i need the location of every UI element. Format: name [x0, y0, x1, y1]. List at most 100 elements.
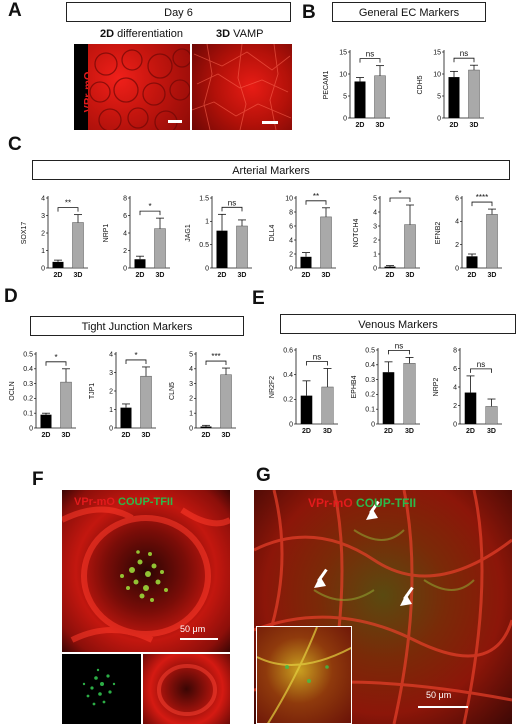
- bar-2d: [448, 77, 460, 118]
- panel-b-title: General EC Markers: [332, 2, 486, 22]
- x-tick-label: 2D: [136, 272, 145, 279]
- panel-letter-d: D: [4, 286, 18, 307]
- y-tick-label: 3: [373, 223, 377, 230]
- significance-bracket: [389, 197, 411, 202]
- x-tick-label: 3D: [62, 432, 71, 439]
- micrograph-f-green: [62, 654, 141, 724]
- y-axis-label: PECAM1: [323, 71, 330, 100]
- bar-3d: [486, 214, 498, 269]
- y-tick-label: 3: [41, 213, 45, 220]
- x-tick-label: 3D: [222, 432, 231, 439]
- y-tick-label: 10: [339, 71, 347, 78]
- y-tick-label: 0.2: [283, 397, 293, 404]
- y-tick-label: 0: [189, 425, 193, 432]
- y-tick-label: 2: [289, 251, 293, 258]
- y-tick-label: 6: [289, 223, 293, 230]
- significance-label: ns: [395, 341, 403, 350]
- scale-bar-3d: [262, 121, 278, 124]
- y-tick-label: 0: [205, 265, 209, 272]
- significance-label: *: [148, 202, 151, 211]
- significance-label: *: [134, 351, 137, 360]
- chart-nr2f2: NR2F2 0 0.2 0.4 0.6 2D 3D ns: [269, 347, 338, 435]
- y-tick-label: 4: [453, 384, 457, 391]
- bar-3d: [320, 216, 332, 269]
- panel-letter-e: E: [252, 288, 265, 309]
- bar-2d: [464, 392, 477, 424]
- bar-3d: [374, 75, 386, 119]
- bar-3d: [485, 406, 498, 425]
- x-tick-label: 2D: [122, 432, 131, 439]
- y-tick-label: 0.5: [23, 351, 33, 358]
- x-tick-label: 2D: [386, 272, 395, 279]
- bar-2d: [200, 426, 212, 428]
- y-tick-label: 15: [433, 49, 441, 56]
- significance-label: ns: [228, 198, 236, 207]
- micrograph-2d: [88, 44, 190, 130]
- x-tick-label: 2D: [384, 428, 393, 435]
- y-tick-label: 4: [455, 219, 459, 226]
- y-axis-label: SOX17: [21, 222, 28, 245]
- panel-letter-g: G: [256, 465, 271, 486]
- bar-3d: [220, 374, 232, 429]
- y-tick-label: 0: [41, 265, 45, 272]
- y-tick-label: 1: [109, 407, 113, 414]
- y-axis-label: CLN5: [169, 382, 176, 400]
- y-tick-label: 0.2: [23, 396, 33, 403]
- y-tick-label: 0.4: [365, 362, 375, 369]
- y-tick-label: 8: [289, 209, 293, 216]
- bar-3d: [403, 363, 416, 425]
- y-tick-label: 6: [453, 366, 457, 373]
- significance-label: ***: [211, 352, 220, 361]
- x-tick-label: 3D: [156, 272, 165, 279]
- y-tick-label: 15: [339, 49, 347, 56]
- chart-sox17: SOX17 0 1 2 3 4 2D 3D **: [21, 195, 88, 279]
- significance-bracket: [45, 361, 67, 366]
- y-axis-label: OCLN: [9, 381, 16, 400]
- significance-bracket: [359, 58, 381, 63]
- y-tick-label: 8: [453, 347, 457, 354]
- y-tick-label: 3: [109, 370, 113, 377]
- y-tick-label: 0: [343, 115, 347, 122]
- y-tick-label: 0.3: [23, 381, 33, 388]
- panel-f-scale-label: 50 μm: [180, 624, 206, 634]
- panel-c-title: Arterial Markers: [32, 160, 510, 180]
- panel-d-title: Tight Junction Markers: [30, 316, 244, 336]
- chart-pecam1: PECAM1 0 5 10 15 2D 3D ns: [323, 49, 390, 129]
- y-axis-label: DLL4: [269, 225, 276, 242]
- scale-bar-2d: [168, 120, 182, 123]
- significance-label: ns: [366, 50, 374, 59]
- x-tick-label: 3D: [406, 272, 415, 279]
- chart-cln5: CLN5 0 1 2 3 4 5 2D 3D ***: [169, 351, 236, 439]
- panel-letter-a: A: [8, 0, 22, 21]
- x-tick-label: 3D: [470, 122, 479, 129]
- y-tick-label: 0: [289, 265, 293, 272]
- y-tick-label: 5: [437, 93, 441, 100]
- y-tick-label: 2: [189, 396, 193, 403]
- y-tick-label: 4: [123, 230, 127, 237]
- bar-3d: [236, 225, 248, 269]
- significance-label: *: [398, 189, 401, 198]
- y-axis-label: NOTCH4: [353, 219, 360, 248]
- x-tick-label: 2D: [54, 272, 63, 279]
- bar-2d: [354, 81, 366, 118]
- y-tick-label: 4: [109, 351, 113, 358]
- panel-g-scale-bar: [418, 706, 468, 708]
- panel-letter-c: C: [8, 134, 22, 155]
- y-tick-label: 4: [289, 237, 293, 244]
- chart-notch4: NOTCH4 0 1 2 3 4 5 2D 3D *: [353, 189, 420, 279]
- y-tick-label: 2: [123, 248, 127, 255]
- significance-label: **: [65, 199, 71, 208]
- y-tick-label: 1: [205, 219, 209, 226]
- significance-bracket: [125, 359, 147, 364]
- chart-dll4: DLL4 0 2 4 6 8 10 2D 3D **: [269, 192, 336, 279]
- panel-e-title: Venous Markers: [280, 314, 516, 334]
- x-tick-label: 2D: [302, 428, 311, 435]
- x-tick-label: 2D: [302, 272, 311, 279]
- x-tick-label: 2D: [202, 432, 211, 439]
- panel-letter-b: B: [302, 2, 316, 23]
- x-tick-label: 2D: [468, 272, 477, 279]
- y-tick-label: 5: [189, 351, 193, 358]
- y-tick-label: 3: [189, 381, 193, 388]
- y-tick-label: 2: [41, 230, 45, 237]
- y-axis-label: NRP1: [103, 224, 110, 243]
